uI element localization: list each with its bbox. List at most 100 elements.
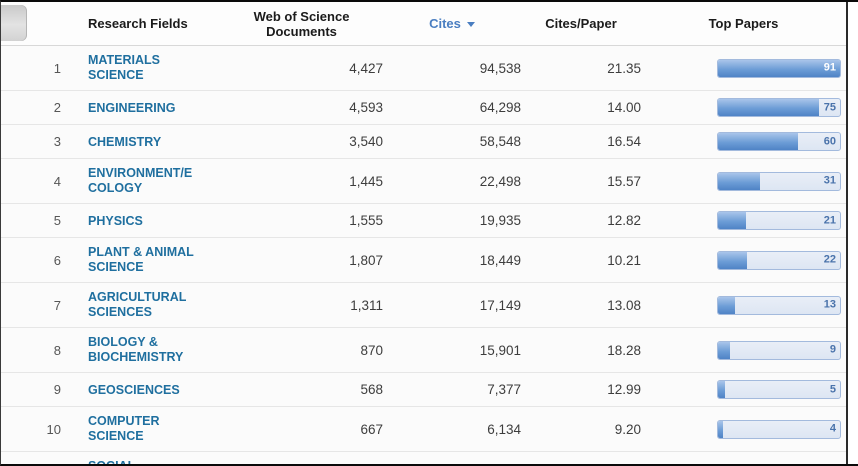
research-field-link[interactable]: PHYSICS: [88, 213, 143, 228]
column-header-cites[interactable]: Cites: [383, 15, 521, 32]
cites-value: 6,134: [487, 421, 521, 437]
research-field-link[interactable]: PLANT & ANIMAL SCIENCE: [88, 245, 194, 274]
wos-documents-value: 1,555: [349, 213, 383, 228]
rank-cell: 4: [53, 173, 61, 189]
rank-cell: 9: [53, 382, 61, 397]
top-papers-value: 5: [829, 383, 836, 395]
cites-per-paper-value: 13.08: [607, 297, 641, 313]
cites-per-paper-value: 14.00: [607, 100, 641, 115]
table-row: 6 PLANT & ANIMAL SCIENCE 1,807 18,449 10…: [1, 238, 846, 283]
top-papers-cell: 9: [641, 340, 846, 360]
wos-documents-value: 1,311: [350, 297, 383, 313]
top-papers-cell: 22: [641, 250, 846, 270]
research-field-link[interactable]: ENGINEERING: [88, 100, 176, 115]
cites-value: 7,377: [487, 382, 521, 397]
cites-per-paper-header-label: Cites/Paper: [545, 16, 617, 31]
column-header-top-papers[interactable]: Top Papers: [641, 16, 846, 31]
research-fields-header-label: Research Fields: [88, 16, 188, 31]
research-field-link[interactable]: CHEMISTRY: [88, 134, 162, 149]
column-header-wos-documents[interactable]: Web of Science Documents: [220, 9, 383, 39]
cites-value: 17,149: [479, 297, 521, 313]
right-gutter: [848, 2, 858, 464]
top-papers-value: 91: [823, 61, 836, 74]
rank-cell: 3: [53, 134, 61, 149]
cites-per-paper-value: 10.21: [607, 252, 641, 268]
top-papers-bar-fill: [718, 381, 725, 398]
top-papers-bar: 4: [717, 419, 841, 439]
research-field-link[interactable]: MATERIALS SCIENCE: [88, 53, 160, 82]
sort-descending-icon: [466, 21, 475, 27]
table-row: 1 MATERIALS SCIENCE 4,427 94,538 21.35 9…: [1, 46, 846, 91]
wos-documents-value: 1,807: [349, 252, 383, 268]
cites-per-paper-value: 12.99: [607, 382, 641, 397]
top-papers-bar: 13: [717, 295, 841, 315]
top-papers-cell: 31: [641, 171, 846, 191]
cites-value: 58,548: [479, 134, 521, 149]
top-papers-cell: 91: [641, 58, 846, 78]
top-papers-header-label: Top Papers: [708, 16, 779, 31]
wos-documents-value: 870: [360, 342, 383, 358]
wos-documents-value: 1,445: [349, 173, 383, 189]
top-papers-value: 4: [829, 422, 836, 435]
top-papers-cell: 21: [641, 211, 846, 230]
top-papers-value: 13: [823, 298, 836, 311]
research-field-link[interactable]: AGRICULTURAL SCIENCES: [88, 290, 187, 319]
cites-per-paper-value: 12.82: [607, 213, 641, 228]
top-papers-cell: 5: [641, 380, 846, 399]
table-row: 11 SOCIAL SCIENCES, GENERAL 174 2,427 13…: [1, 452, 846, 466]
rank-cell: 10: [46, 421, 61, 437]
wos-documents-value: 667: [360, 421, 383, 437]
wos-documents-value: 4,427: [349, 60, 383, 76]
rank-cell: 7: [53, 297, 61, 313]
table-row: 9 GEOSCIENCES 568 7,377 12.99 5: [1, 373, 846, 407]
top-papers-bar: 21: [717, 211, 841, 230]
top-papers-value: 9: [829, 343, 836, 356]
top-papers-bar: 75: [717, 98, 841, 117]
table-row: 2 ENGINEERING 4,593 64,298 14.00 75: [1, 91, 846, 125]
top-papers-bar: 91: [717, 58, 841, 78]
top-papers-bar-fill: [718, 251, 748, 269]
wos-documents-value: 4,593: [349, 100, 383, 115]
research-field-link[interactable]: GEOSCIENCES: [88, 382, 180, 397]
cites-value: 18,449: [479, 252, 521, 268]
cites-per-paper-value: 16.54: [607, 134, 641, 149]
top-papers-bar-fill: [718, 133, 799, 150]
wos-documents-header-label: Web of Science Documents: [253, 8, 350, 39]
cites-value: 19,935: [479, 213, 521, 228]
table-row: 7 AGRICULTURAL SCIENCES 1,311 17,149 13.…: [1, 283, 846, 328]
table-header-row: Research Fields Web of Science Documents…: [1, 2, 846, 46]
top-papers-value: 21: [823, 214, 836, 226]
cites-value: 22,498: [479, 173, 521, 189]
cites-per-paper-value: 18.28: [607, 342, 641, 358]
research-field-link[interactable]: SOCIAL SCIENCES, GENERAL: [88, 459, 136, 466]
top-papers-value: 60: [823, 135, 836, 147]
top-papers-bar-fill: [718, 296, 736, 314]
results-table: Research Fields Web of Science Documents…: [1, 2, 848, 464]
top-papers-bar: 60: [717, 132, 841, 151]
table-row: 8 BIOLOGY & BIOCHEMISTRY 870 15,901 18.2…: [1, 328, 846, 373]
research-field-link[interactable]: COMPUTER SCIENCE: [88, 414, 160, 443]
research-field-link[interactable]: BIOLOGY & BIOCHEMISTRY: [88, 335, 184, 364]
top-papers-bar-fill: [718, 341, 731, 359]
top-papers-bar: 22: [717, 250, 841, 270]
column-header-research-fields[interactable]: Research Fields: [88, 16, 220, 31]
top-papers-cell: 75: [641, 98, 846, 117]
table-row: 5 PHYSICS 1,555 19,935 12.82 21: [1, 204, 846, 238]
wos-documents-value: 568: [360, 382, 383, 397]
cites-per-paper-value: 21.35: [607, 60, 641, 76]
cites-value: 94,538: [479, 60, 521, 76]
rank-cell: 8: [53, 342, 61, 358]
top-papers-bar-fill: [718, 420, 724, 438]
top-papers-bar-fill: [718, 99, 819, 116]
research-field-link[interactable]: ENVIRONMENT/E COLOGY: [88, 166, 193, 195]
rank-cell: 5: [53, 213, 61, 228]
wos-documents-value: 3,540: [349, 134, 383, 149]
rank-cell: 2: [53, 100, 61, 115]
column-header-cites-per-paper[interactable]: Cites/Paper: [521, 16, 641, 31]
top-papers-cell: 60: [641, 132, 846, 151]
top-papers-bar: 5: [717, 380, 841, 399]
top-papers-value: 75: [823, 101, 836, 113]
table-row: 3 CHEMISTRY 3,540 58,548 16.54 60: [1, 125, 846, 159]
top-papers-value: 31: [823, 174, 836, 187]
